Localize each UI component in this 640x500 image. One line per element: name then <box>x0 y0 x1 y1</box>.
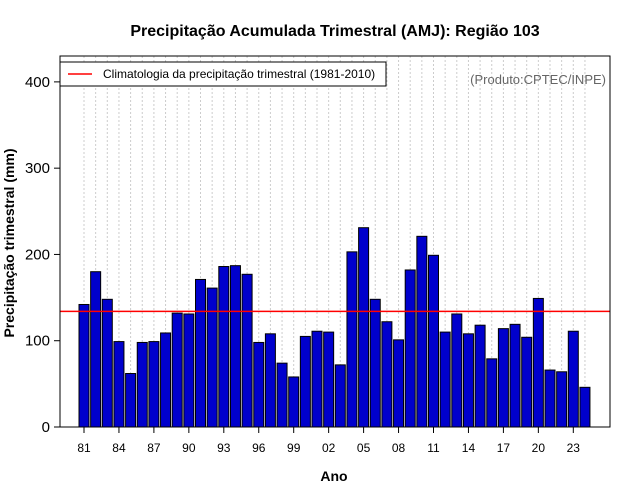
bar-1989 <box>171 312 183 428</box>
bar-1984 <box>113 341 125 428</box>
x-tick-label-99: 99 <box>287 441 301 455</box>
x-tick-label-23: 23 <box>567 441 581 455</box>
bar-1993 <box>218 266 230 428</box>
bar-1987 <box>148 341 160 428</box>
y-tick-label-200: 200 <box>25 246 50 263</box>
bar-1986 <box>136 341 148 428</box>
x-axis-title: Ano <box>320 468 347 484</box>
bar-2013 <box>451 313 463 428</box>
bar-1982 <box>90 271 102 428</box>
bar-1983 <box>101 298 113 428</box>
x-tick-label-08: 08 <box>392 441 406 455</box>
bar-2019 <box>521 336 533 428</box>
bar-1996 <box>253 341 265 428</box>
bar-2006 <box>369 298 381 428</box>
bar-1997 <box>264 333 276 428</box>
x-tick-label-87: 87 <box>147 441 161 455</box>
x-tick-label-02: 02 <box>322 441 336 455</box>
bar-2012 <box>439 331 451 428</box>
bar-2020 <box>532 297 544 428</box>
bar-2021 <box>544 369 556 428</box>
bar-1990 <box>183 313 195 428</box>
y-tick-label-0: 0 <box>42 419 50 436</box>
bar-2000 <box>299 335 311 428</box>
bar-1995 <box>241 273 253 428</box>
x-tick-label-14: 14 <box>462 441 476 455</box>
bar-2009 <box>404 269 416 428</box>
bar-2007 <box>381 321 393 428</box>
y-tick-label-100: 100 <box>25 333 50 350</box>
plot-frame <box>59 55 611 428</box>
bar-2010 <box>416 235 428 428</box>
bar-2005 <box>358 227 370 428</box>
bar-2004 <box>346 251 358 428</box>
bar-1991 <box>195 278 206 428</box>
legend: Climatologia da precipitação trimestral … <box>59 61 387 87</box>
x-tick-label-11: 11 <box>427 441 440 455</box>
bar-2023 <box>567 330 579 428</box>
bar-2011 <box>428 254 439 428</box>
legend-box <box>59 61 387 87</box>
bar-1985 <box>125 373 137 428</box>
x-tick-label-05: 05 <box>357 441 371 455</box>
x-axis: 81 84 87 90 93 96 99 02 05 08 11 14 17 20 23 <box>77 427 580 455</box>
chart-title: Precipitação Acumulada Trimestral (AMJ):… <box>130 23 539 40</box>
bar-2022 <box>556 371 568 428</box>
y-axis-title: Precipitação trimestral (mm) <box>1 148 17 337</box>
bar-2002 <box>323 331 335 428</box>
bar-2003 <box>334 364 346 428</box>
bar-2001 <box>311 330 323 428</box>
x-tick-label-20: 20 <box>532 441 546 455</box>
y-axis: 0 100 200 300 400 <box>25 74 60 436</box>
legend-label: Climatologia da precipitação trimestral … <box>103 67 375 81</box>
bar-2017 <box>497 328 509 428</box>
bar-2018 <box>509 323 521 428</box>
bar-2024 <box>579 386 591 428</box>
y-tick-label-400: 400 <box>25 74 50 91</box>
bar-1998 <box>276 362 288 428</box>
x-tick-label-90: 90 <box>182 441 196 455</box>
x-tick-label-81: 81 <box>77 441 91 455</box>
y-tick-label-300: 300 <box>25 160 50 177</box>
x-tick-label-84: 84 <box>112 441 126 455</box>
bar-2008 <box>393 339 405 428</box>
bar-1994 <box>229 265 241 428</box>
x-tick-label-17: 17 <box>497 441 511 455</box>
bar-2015 <box>474 324 486 428</box>
bar-1999 <box>288 376 300 428</box>
source-annotation: (Produto:CPTEC/INPE) <box>470 72 606 87</box>
x-tick-label-96: 96 <box>252 441 266 455</box>
bar-1981 <box>78 303 90 428</box>
bars <box>78 227 591 428</box>
bar-1988 <box>160 332 172 428</box>
x-tick-label-93: 93 <box>217 441 231 455</box>
bar-2016 <box>486 358 498 428</box>
bar-2014 <box>462 333 474 428</box>
bar-1992 <box>206 287 218 428</box>
